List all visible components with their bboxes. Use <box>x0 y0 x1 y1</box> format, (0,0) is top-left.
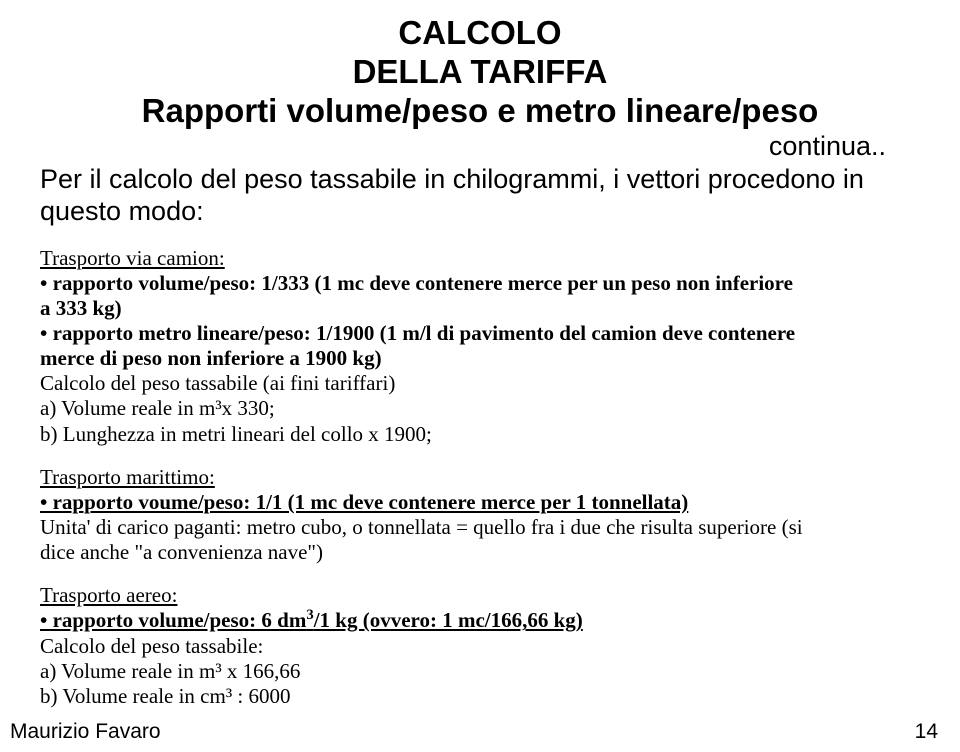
camion-bullet1-a: • rapporto volume/peso: 1/333 (1 mc deve… <box>40 271 920 296</box>
marittimo-line2a: Unita' di carico paganti: metro cubo, o … <box>40 515 920 540</box>
camion-bullet1-b: a 333 kg) <box>40 296 920 321</box>
title-line1: CALCOLO <box>40 14 920 53</box>
aereo-bullet1-sup: 3 <box>306 607 313 623</box>
aereo-calc-head: Calcolo del peso tassabile: <box>40 634 920 659</box>
aereo-calc-b: b) Volume reale in cm³ : 6000 <box>40 684 920 709</box>
continua-label: continua.. <box>40 131 920 162</box>
camion-calc-head: Calcolo del peso tassabile (ai fini tari… <box>40 371 920 396</box>
aereo-bullet1-post: /1 kg (ovvero: 1 mc/166,66 kg) <box>314 608 583 632</box>
section-camion: Trasporto via camion: • rapporto volume/… <box>40 246 920 447</box>
section-aereo: Trasporto aereo: • rapporto volume/peso:… <box>40 583 920 709</box>
marittimo-bullet1: • rapporto voume/peso: 1/1 (1 mc deve co… <box>40 490 920 515</box>
aereo-bullet1: • rapporto volume/peso: 6 dm3/1 kg (ovve… <box>40 608 920 633</box>
section-marittimo: Trasporto marittimo: • rapporto voume/pe… <box>40 465 920 566</box>
aereo-calc-a: a) Volume reale in m³ x 166,66 <box>40 659 920 684</box>
footer-author: Maurizio Favaro <box>10 720 161 744</box>
title-line3: Rapporti volume/peso e metro lineare/pes… <box>40 92 920 131</box>
camion-bullet2-a: • rapporto metro lineare/peso: 1/1900 (1… <box>40 321 920 346</box>
camion-calc-a: a) Volume reale in m³x 330; <box>40 396 920 421</box>
title-line2: DELLA TARIFFA <box>40 53 920 92</box>
marittimo-head: Trasporto marittimo: <box>40 465 920 490</box>
aereo-head: Trasporto aereo: <box>40 583 920 608</box>
camion-bullet2-b: merce di peso non inferiore a 1900 kg) <box>40 346 920 371</box>
camion-head: Trasporto via camion: <box>40 246 920 271</box>
footer: Maurizio Favaro 14 <box>10 720 938 744</box>
aereo-bullet1-pre: • rapporto volume/peso: 6 dm <box>40 608 306 632</box>
title-block: CALCOLO DELLA TARIFFA Rapporti volume/pe… <box>40 14 920 131</box>
marittimo-line2b: dice anche "a convenienza nave") <box>40 540 920 565</box>
footer-page: 14 <box>915 720 938 744</box>
camion-calc-b: b) Lunghezza in metri lineari del collo … <box>40 422 920 447</box>
intro-paragraph: Per il calcolo del peso tassabile in chi… <box>40 164 920 228</box>
